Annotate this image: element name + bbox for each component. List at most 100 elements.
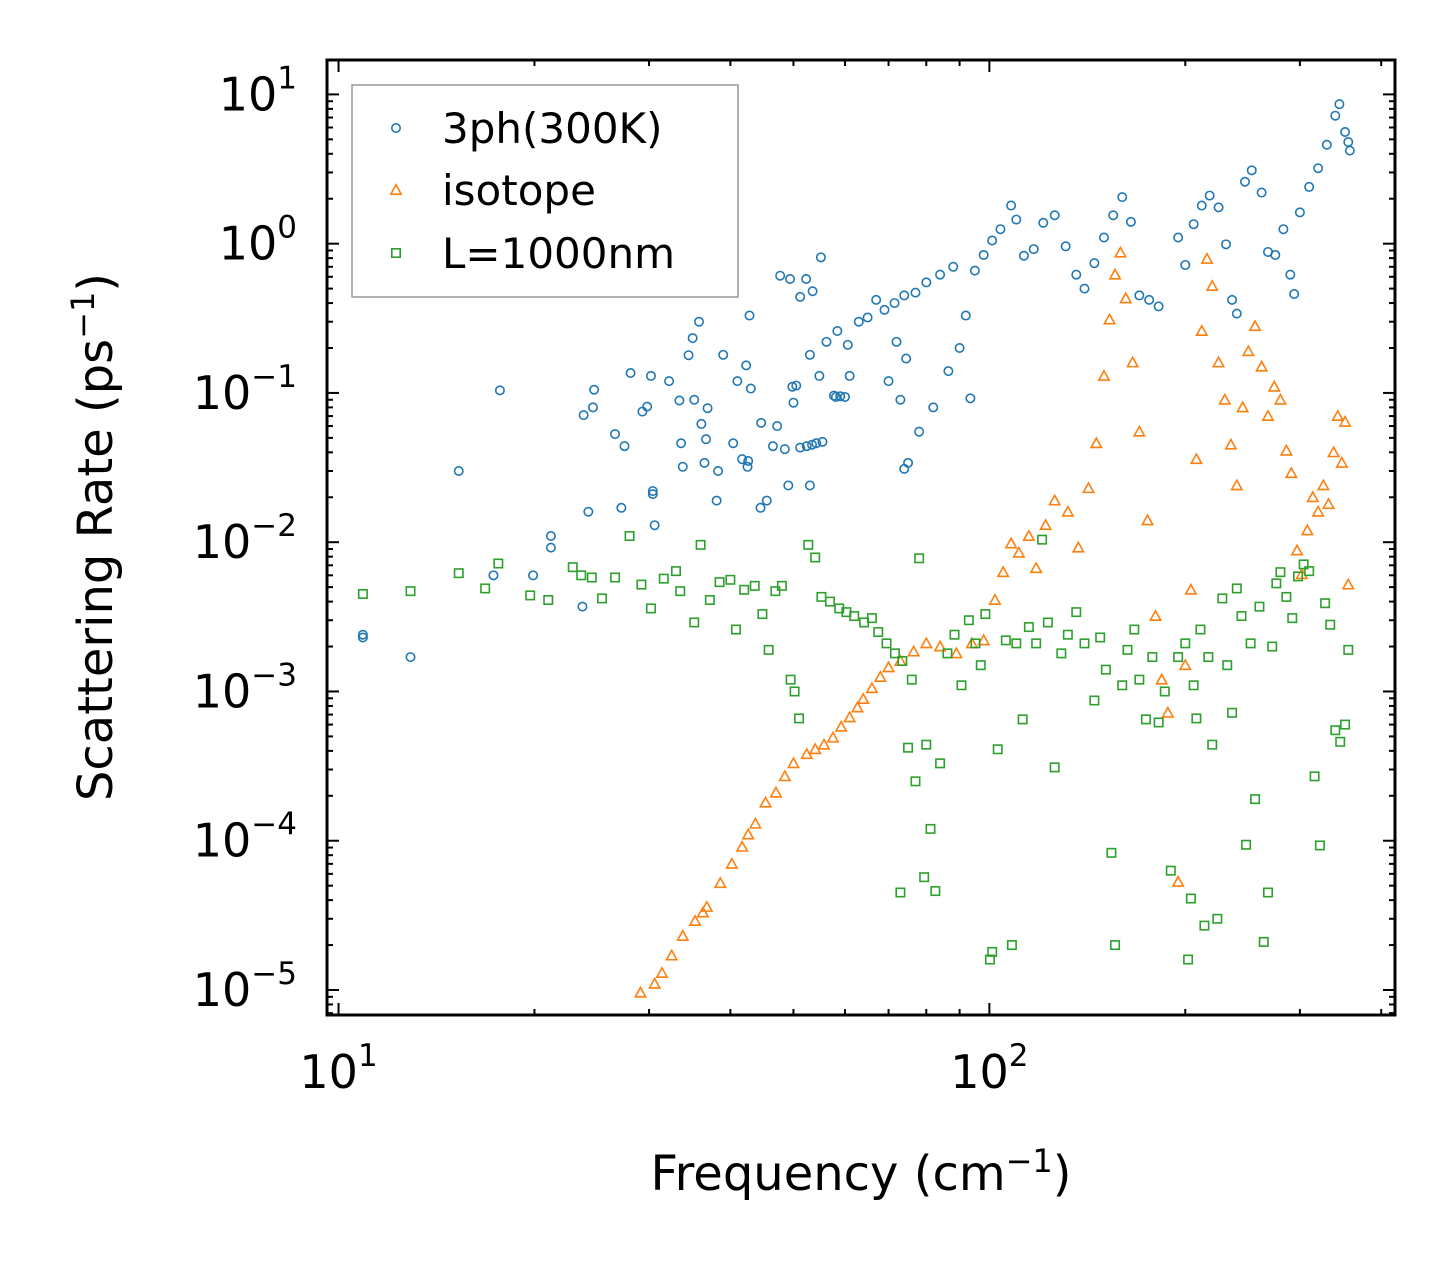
y-tick-label: 101: [219, 60, 297, 121]
data-point: [1029, 561, 1043, 574]
data-point: [889, 648, 900, 659]
data-point: [1140, 714, 1151, 725]
data-point: [1183, 954, 1194, 965]
data-point: [1006, 200, 1017, 211]
data-point: [704, 594, 715, 605]
data-point: [791, 380, 802, 391]
data-point: [895, 394, 906, 405]
data-point: [1185, 893, 1196, 904]
data-point: [899, 463, 910, 474]
data-point: [1134, 674, 1145, 685]
data-point: [587, 402, 598, 413]
data-point: [755, 502, 766, 513]
data-point: [895, 887, 906, 898]
legend-entry: L=1000nm: [390, 229, 675, 278]
data-point: [1048, 493, 1062, 506]
legend-marker: [390, 123, 401, 134]
data-point: [769, 785, 783, 798]
data-point: [696, 418, 707, 429]
data-point: [788, 397, 799, 408]
data-point: [687, 333, 698, 344]
data-point: [871, 294, 882, 305]
data-point: [1289, 289, 1300, 300]
data-point: [545, 542, 556, 553]
data-point: [700, 900, 714, 912]
data-point: [545, 531, 556, 542]
data-point: [1119, 291, 1133, 304]
data-point: [1245, 638, 1256, 649]
data-point: [636, 579, 647, 590]
data-point: [742, 461, 753, 472]
legend-label: isotope: [442, 166, 596, 215]
data-point: [834, 719, 848, 732]
data-point: [835, 391, 846, 402]
data-point: [1071, 607, 1082, 618]
data-point: [619, 441, 630, 452]
data-point: [1222, 660, 1233, 671]
data-point: [1017, 714, 1028, 725]
data-point: [1263, 887, 1274, 898]
data-point: [1330, 725, 1341, 736]
data-point: [1231, 583, 1242, 594]
data-point: [647, 486, 658, 497]
data-point: [1330, 110, 1341, 121]
data-point: [1195, 324, 1209, 336]
data-point: [1334, 99, 1345, 110]
data-point: [649, 520, 660, 531]
data-point: [1031, 638, 1042, 649]
data-point: [732, 376, 743, 387]
data-point: [610, 429, 621, 440]
data-point: [1012, 545, 1026, 558]
data-point: [856, 692, 870, 704]
data-point: [1125, 216, 1136, 227]
data-point: [1250, 794, 1261, 805]
data-point: [921, 739, 932, 750]
data-point: [739, 584, 750, 595]
data-point: [1103, 312, 1117, 325]
data-point: [1011, 214, 1022, 225]
data-point: [1325, 619, 1336, 630]
data-point: [480, 583, 491, 594]
data-point: [807, 286, 818, 297]
data-point: [1314, 840, 1325, 851]
data-point: [1079, 283, 1090, 294]
data-point: [1207, 739, 1218, 750]
y-tick-label: 10−4: [193, 807, 297, 868]
data-point: [1113, 245, 1128, 258]
data-point: [1042, 617, 1053, 628]
data-point: [1148, 609, 1163, 622]
data-point: [1173, 652, 1184, 663]
data-point: [977, 633, 991, 646]
data-point: [1184, 582, 1198, 595]
data-point: [992, 744, 1003, 755]
data-point: [671, 566, 682, 577]
data-point: [597, 593, 608, 604]
data-point: [1267, 379, 1281, 392]
data-point: [1267, 641, 1278, 652]
data-point: [1195, 624, 1206, 635]
data-point: [701, 434, 712, 445]
data-point: [883, 376, 894, 387]
legend-entries: 3ph(300K) isotope L=1000nm: [389, 104, 675, 278]
data-point: [1258, 936, 1269, 947]
data-point: [786, 756, 801, 769]
axis-ticks: 101 102 101 100 10−1 10−2 10−3 10−4 10−5: [193, 60, 1395, 1099]
data-point: [1212, 355, 1226, 368]
data-point: [1081, 481, 1096, 494]
data-point: [1108, 210, 1119, 221]
data-point: [1060, 241, 1071, 252]
data-point: [1273, 392, 1287, 405]
data-point: [405, 586, 416, 597]
data-point: [1327, 445, 1341, 458]
data-point: [1304, 566, 1315, 577]
data-point: [1298, 559, 1309, 570]
data-point: [1100, 664, 1111, 675]
data-point: [1000, 635, 1011, 646]
data-point: [647, 489, 658, 500]
data-point: [655, 966, 669, 978]
data-point: [779, 444, 790, 455]
data-point: [930, 886, 941, 897]
data-point: [1095, 632, 1106, 643]
